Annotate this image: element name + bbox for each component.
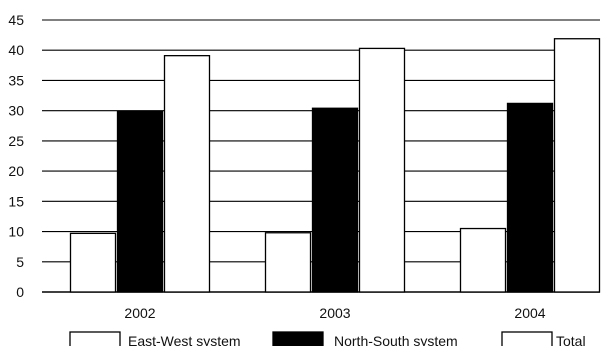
y-tick-label: 5 — [16, 254, 24, 270]
x-axis-tick-labels: 2002 2003 2004 — [124, 305, 545, 321]
legend-swatch-north-south — [272, 331, 324, 346]
y-tick-label: 20 — [8, 163, 24, 179]
x-tick-label: 2004 — [514, 305, 545, 321]
bar-north-south-2003 — [311, 107, 359, 293]
legend-label-east-west: East-West system — [128, 333, 241, 346]
bars — [69, 38, 601, 293]
bar-total-2002 — [163, 55, 211, 293]
y-tick-label: 40 — [8, 42, 24, 58]
legend-label-north-south: North-South system — [334, 333, 458, 346]
legend: East-West system North-South system Total — [69, 331, 586, 346]
y-tick-label: 0 — [16, 284, 24, 300]
bar-total-2003 — [358, 47, 406, 293]
y-tick-label: 15 — [8, 193, 24, 209]
bar-east-west-2002 — [69, 232, 117, 293]
bar-total-2004 — [553, 38, 601, 293]
legend-swatch-east-west — [69, 331, 121, 346]
x-tick-label: 2002 — [124, 305, 155, 321]
bar-east-west-2004 — [459, 227, 507, 293]
y-tick-label: 10 — [8, 224, 24, 240]
x-tick-label: 2003 — [319, 305, 350, 321]
bar-north-south-2004 — [506, 102, 554, 293]
y-tick-label: 45 — [8, 12, 24, 28]
y-axis-tick-labels: 0 5 10 15 20 25 30 35 40 45 — [8, 12, 24, 300]
y-tick-label: 25 — [8, 133, 24, 149]
y-tick-label: 35 — [8, 72, 24, 88]
legend-label-total: Total — [556, 333, 586, 346]
bar-east-west-2003 — [264, 232, 312, 293]
legend-swatch-total — [501, 331, 553, 346]
y-tick-label: 30 — [8, 103, 24, 119]
bar-north-south-2002 — [116, 110, 164, 293]
